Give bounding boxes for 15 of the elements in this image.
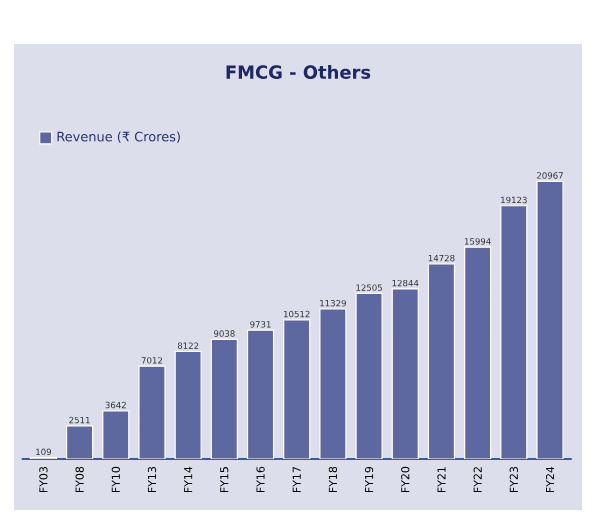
bar [66, 425, 94, 460]
bar [138, 365, 166, 460]
chart-title: FMCG - Others [226, 65, 371, 79]
bar [355, 292, 383, 460]
bar [500, 205, 528, 460]
bar [391, 288, 419, 460]
bar [283, 319, 311, 460]
bar [210, 338, 238, 460]
bar [102, 410, 130, 460]
bar [536, 180, 564, 460]
bar [246, 329, 275, 460]
bar [464, 246, 492, 460]
bar [427, 263, 456, 460]
bar [319, 308, 347, 460]
bar [174, 350, 202, 460]
